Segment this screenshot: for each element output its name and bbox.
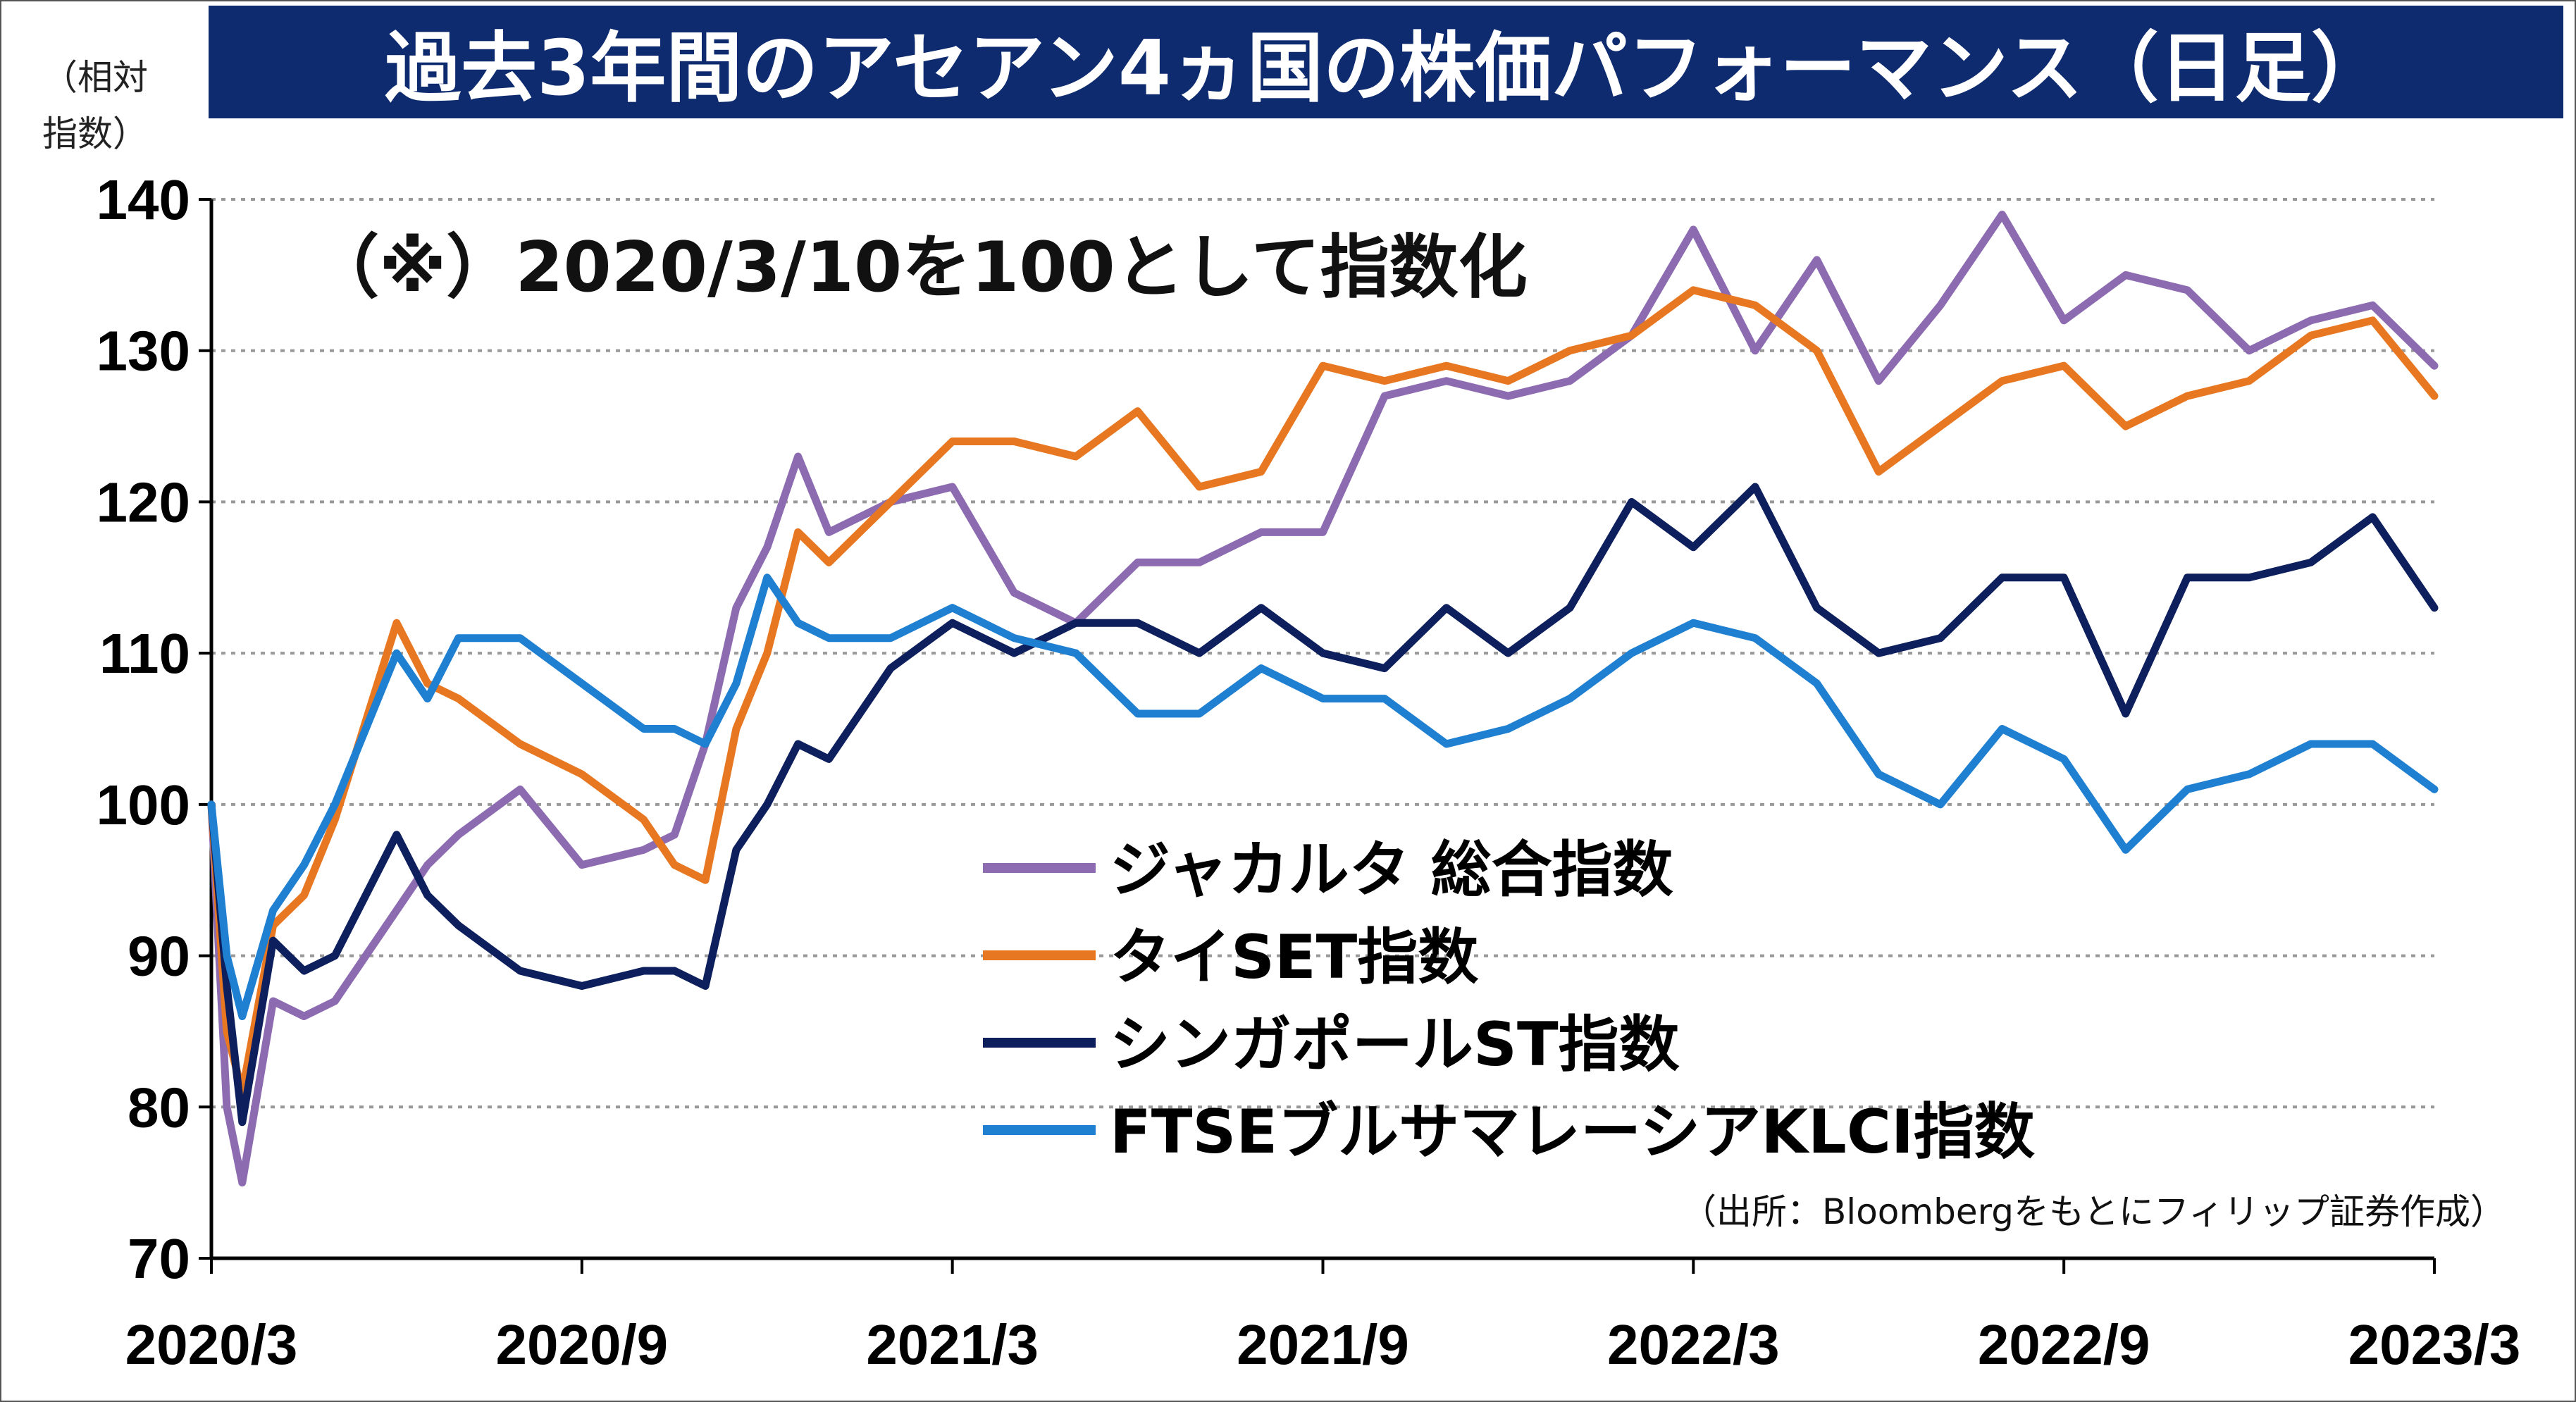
ytick-label-120: 120 [97, 471, 190, 533]
series-line-2 [207, 483, 2439, 1127]
xtick-label-6: 2023/3 [2348, 1313, 2521, 1376]
series-lines [207, 211, 2439, 1187]
ytick-label-90: 90 [128, 925, 190, 988]
ytick-label-140: 140 [97, 168, 190, 231]
xtick-label-3: 2021/9 [1237, 1313, 1409, 1376]
legend-label-0: ジャカルタ 総合指数 [1110, 835, 1673, 905]
xtick-label-0: 2020/3 [125, 1313, 298, 1376]
ytick-label-130: 130 [97, 320, 190, 383]
source-note: （出所：Bloombergをもとにフィリップ証券作成） [1681, 1191, 2506, 1232]
ytick-label-110: 110 [99, 622, 190, 685]
ytick-label-100: 100 [97, 774, 190, 836]
legend-label-1: タイSET指数 [1110, 922, 1478, 993]
ytick-label-70: 70 [128, 1227, 190, 1290]
xtick-label-4: 2022/3 [1607, 1313, 1780, 1376]
legend-label-3: FTSEブルサマレーシアKLCI指数 [1110, 1097, 2035, 1167]
series-line-0 [207, 211, 2439, 1187]
legend-label-2: シンガポールST指数 [1110, 1010, 1680, 1080]
xtick-label-2: 2021/3 [866, 1313, 1039, 1376]
y-axis-label: （相対 指数） [42, 57, 148, 154]
ytick-label-80: 80 [128, 1076, 190, 1139]
series-line-3 [207, 573, 2439, 1020]
xtick-label-5: 2022/9 [1978, 1313, 2150, 1376]
chart-title: 過去3年間のアセアン4ヵ国の株価パフォーマンス（日足） [209, 6, 2563, 118]
index-note: （※）2020/3/10を100として指数化 [310, 228, 1528, 308]
xtick-label-1: 2020/9 [495, 1313, 668, 1376]
axes: 70 80 90 100 110 120 130 140 2020/3 2020/9 2021/3 2… [97, 168, 2521, 1376]
